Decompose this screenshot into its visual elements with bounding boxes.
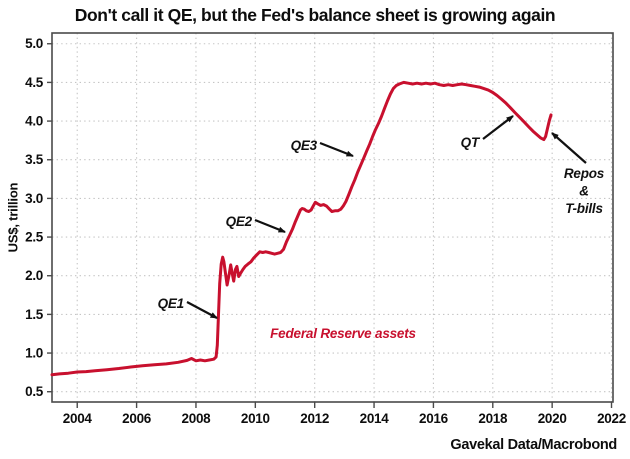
axis-ticks xyxy=(47,43,613,408)
x-tick-label: 2012 xyxy=(300,411,329,426)
y-tick-label: 2.5 xyxy=(25,230,44,245)
y-tick-label: 5.0 xyxy=(25,36,43,51)
annotation-qe3: QE3 xyxy=(291,138,354,158)
qe3-label: QE3 xyxy=(291,138,318,153)
plot-border xyxy=(51,32,614,403)
y-tick-label: 3.0 xyxy=(25,191,43,206)
x-tick-label: 2004 xyxy=(63,411,93,426)
repos-tbills-arrow xyxy=(551,132,587,164)
qe2-arrow xyxy=(254,218,286,234)
axis-tick-labels: 0.5 1.0 1.5 2.0 2.5 3.0 3.5 4.0 4.5 5.0 2004 2006 20… xyxy=(25,36,626,426)
x-tick-label: 2008 xyxy=(182,411,212,426)
annotation-qe2: QE2 xyxy=(226,214,286,234)
x-tick-label: 2022 xyxy=(597,411,626,426)
fed-assets-line xyxy=(50,80,553,377)
y-tick-label: 1.5 xyxy=(25,307,44,322)
x-tick-label: 2016 xyxy=(419,411,449,426)
x-tick-label: 2006 xyxy=(122,411,152,426)
gridlines xyxy=(52,33,613,402)
y-tick-label: 1.0 xyxy=(25,346,43,361)
qt-arrow xyxy=(482,115,514,140)
x-tick-label: 2014 xyxy=(360,411,390,426)
annotation-qe1: QE1 xyxy=(158,296,218,319)
chart-title: Don't call it QE, but the Fed's balance … xyxy=(74,5,556,25)
y-tick-label: 4.5 xyxy=(25,75,44,90)
source-credit: Gavekal Data/Macrobond xyxy=(450,437,617,453)
x-tick-label: 2018 xyxy=(478,411,508,426)
series-label: Federal Reserve assets xyxy=(270,326,416,341)
qe2-label: QE2 xyxy=(226,214,253,229)
y-tick-label: 4.0 xyxy=(25,114,43,129)
x-tick-label: 2010 xyxy=(241,411,270,426)
qe1-arrow xyxy=(186,301,218,319)
qe1-label: QE1 xyxy=(158,296,184,311)
qe3-arrow xyxy=(319,141,354,158)
annotation-repos-tbills: Repos & T-bills xyxy=(551,132,605,216)
annotation-qt: QT xyxy=(461,115,514,150)
y-tick-label: 0.5 xyxy=(25,384,44,399)
y-tick-label: 3.5 xyxy=(25,152,44,167)
qt-label: QT xyxy=(461,135,481,150)
repos-tbills-label: Repos xyxy=(564,166,605,181)
repos-tbills-label: T-bills xyxy=(565,201,603,216)
x-tick-label: 2020 xyxy=(538,411,567,426)
y-tick-label: 2.0 xyxy=(25,268,43,283)
repos-tbills-label: & xyxy=(579,184,589,199)
